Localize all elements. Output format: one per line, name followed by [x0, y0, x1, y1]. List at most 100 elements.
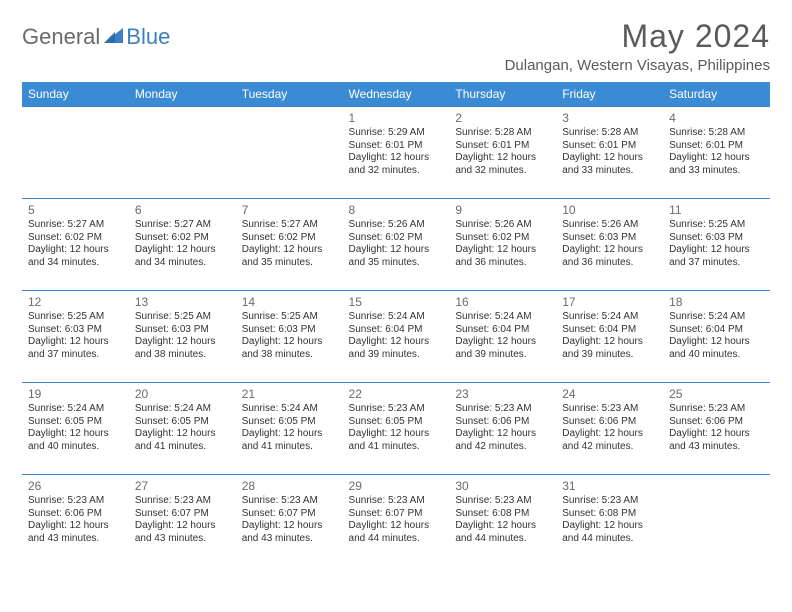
day-header: Saturday	[663, 82, 770, 107]
day-info-line: Sunrise: 5:24 AM	[455, 311, 550, 324]
day-info-line: Daylight: 12 hours	[669, 428, 764, 441]
day-info-line: Daylight: 12 hours	[349, 428, 444, 441]
day-info-line: Sunset: 6:01 PM	[349, 140, 444, 153]
day-number: 27	[135, 479, 230, 493]
day-info-line: Sunrise: 5:23 AM	[349, 495, 444, 508]
day-info-line: Sunset: 6:03 PM	[28, 324, 123, 337]
day-info-line: and 33 minutes.	[669, 165, 764, 178]
day-info-line: Daylight: 12 hours	[135, 244, 230, 257]
day-info-line: Sunset: 6:05 PM	[349, 416, 444, 429]
calendar-day-cell: 4Sunrise: 5:28 AMSunset: 6:01 PMDaylight…	[663, 107, 770, 199]
day-info-line: Sunrise: 5:25 AM	[669, 219, 764, 232]
logo-sail-icon	[104, 26, 124, 49]
day-info-line: Sunset: 6:02 PM	[349, 232, 444, 245]
calendar-day-cell: 22Sunrise: 5:23 AMSunset: 6:05 PMDayligh…	[343, 383, 450, 475]
day-info-line: and 40 minutes.	[669, 349, 764, 362]
day-info-line: and 36 minutes.	[455, 257, 550, 270]
day-info-line: and 36 minutes.	[562, 257, 657, 270]
day-info-line: Sunrise: 5:23 AM	[135, 495, 230, 508]
calendar-day-cell	[236, 107, 343, 199]
calendar-week-row: 26Sunrise: 5:23 AMSunset: 6:06 PMDayligh…	[22, 475, 770, 567]
month-title: May 2024	[505, 18, 770, 55]
day-number: 13	[135, 295, 230, 309]
day-info-line: Sunrise: 5:24 AM	[562, 311, 657, 324]
day-header: Tuesday	[236, 82, 343, 107]
day-info-line: and 37 minutes.	[669, 257, 764, 270]
day-info-line: Daylight: 12 hours	[669, 152, 764, 165]
day-info-line: and 44 minutes.	[455, 533, 550, 546]
day-info-line: Sunset: 6:01 PM	[562, 140, 657, 153]
calendar-week-row: 5Sunrise: 5:27 AMSunset: 6:02 PMDaylight…	[22, 199, 770, 291]
day-info-line: Sunset: 6:04 PM	[349, 324, 444, 337]
calendar-day-cell: 20Sunrise: 5:24 AMSunset: 6:05 PMDayligh…	[129, 383, 236, 475]
day-number: 6	[135, 203, 230, 217]
day-number: 23	[455, 387, 550, 401]
calendar-day-cell: 25Sunrise: 5:23 AMSunset: 6:06 PMDayligh…	[663, 383, 770, 475]
calendar-day-cell	[663, 475, 770, 567]
day-number: 31	[562, 479, 657, 493]
day-info-line: Sunrise: 5:24 AM	[242, 403, 337, 416]
day-number: 16	[455, 295, 550, 309]
day-info-line: and 32 minutes.	[349, 165, 444, 178]
day-info-line: Sunset: 6:03 PM	[242, 324, 337, 337]
day-number: 4	[669, 111, 764, 125]
day-info-line: Daylight: 12 hours	[455, 428, 550, 441]
day-header: Friday	[556, 82, 663, 107]
day-info-line: and 42 minutes.	[562, 441, 657, 454]
day-number: 2	[455, 111, 550, 125]
day-info-line: and 43 minutes.	[669, 441, 764, 454]
day-info-line: Sunset: 6:05 PM	[242, 416, 337, 429]
day-info-line: Sunrise: 5:23 AM	[562, 403, 657, 416]
day-info-line: and 35 minutes.	[349, 257, 444, 270]
calendar-week-row: 19Sunrise: 5:24 AMSunset: 6:05 PMDayligh…	[22, 383, 770, 475]
day-info-line: Daylight: 12 hours	[455, 244, 550, 257]
day-info-line: Sunrise: 5:26 AM	[562, 219, 657, 232]
day-number: 21	[242, 387, 337, 401]
day-info-line: Daylight: 12 hours	[562, 336, 657, 349]
day-info-line: Sunrise: 5:27 AM	[135, 219, 230, 232]
day-info-line: Sunrise: 5:24 AM	[28, 403, 123, 416]
day-number: 1	[349, 111, 444, 125]
calendar-day-cell: 12Sunrise: 5:25 AMSunset: 6:03 PMDayligh…	[22, 291, 129, 383]
day-info-line: Daylight: 12 hours	[135, 336, 230, 349]
calendar-day-cell: 8Sunrise: 5:26 AMSunset: 6:02 PMDaylight…	[343, 199, 450, 291]
day-info-line: and 41 minutes.	[135, 441, 230, 454]
calendar-day-cell: 6Sunrise: 5:27 AMSunset: 6:02 PMDaylight…	[129, 199, 236, 291]
day-info-line: Daylight: 12 hours	[349, 244, 444, 257]
calendar-day-cell: 13Sunrise: 5:25 AMSunset: 6:03 PMDayligh…	[129, 291, 236, 383]
calendar-day-cell: 2Sunrise: 5:28 AMSunset: 6:01 PMDaylight…	[449, 107, 556, 199]
day-info-line: and 44 minutes.	[562, 533, 657, 546]
day-info-line: Sunset: 6:08 PM	[562, 508, 657, 521]
day-info-line: and 41 minutes.	[242, 441, 337, 454]
day-info-line: Daylight: 12 hours	[242, 428, 337, 441]
day-info-line: Sunset: 6:04 PM	[669, 324, 764, 337]
location-subtitle: Dulangan, Western Visayas, Philippines	[505, 57, 770, 74]
title-block: May 2024 Dulangan, Western Visayas, Phil…	[505, 18, 770, 74]
calendar-day-cell: 17Sunrise: 5:24 AMSunset: 6:04 PMDayligh…	[556, 291, 663, 383]
day-info-line: Sunrise: 5:23 AM	[669, 403, 764, 416]
day-info-line: Sunrise: 5:24 AM	[349, 311, 444, 324]
day-number: 18	[669, 295, 764, 309]
day-header: Thursday	[449, 82, 556, 107]
calendar-day-cell: 29Sunrise: 5:23 AMSunset: 6:07 PMDayligh…	[343, 475, 450, 567]
day-info-line: Daylight: 12 hours	[242, 244, 337, 257]
day-number: 15	[349, 295, 444, 309]
calendar-day-cell: 5Sunrise: 5:27 AMSunset: 6:02 PMDaylight…	[22, 199, 129, 291]
day-info-line: and 43 minutes.	[242, 533, 337, 546]
day-info-line: Daylight: 12 hours	[28, 428, 123, 441]
calendar-day-cell: 24Sunrise: 5:23 AMSunset: 6:06 PMDayligh…	[556, 383, 663, 475]
day-info-line: Sunset: 6:06 PM	[455, 416, 550, 429]
day-info-line: Sunrise: 5:25 AM	[242, 311, 337, 324]
calendar-day-cell: 23Sunrise: 5:23 AMSunset: 6:06 PMDayligh…	[449, 383, 556, 475]
day-info-line: Daylight: 12 hours	[562, 520, 657, 533]
calendar-day-cell: 16Sunrise: 5:24 AMSunset: 6:04 PMDayligh…	[449, 291, 556, 383]
day-info-line: Sunset: 6:02 PM	[455, 232, 550, 245]
calendar-day-cell	[129, 107, 236, 199]
calendar-day-cell: 19Sunrise: 5:24 AMSunset: 6:05 PMDayligh…	[22, 383, 129, 475]
logo: General Blue	[22, 18, 170, 50]
day-info-line: and 39 minutes.	[455, 349, 550, 362]
day-info-line: Sunset: 6:02 PM	[242, 232, 337, 245]
logo-text-blue: Blue	[126, 24, 170, 50]
logo-text-general: General	[22, 24, 100, 50]
day-info-line: Daylight: 12 hours	[562, 428, 657, 441]
